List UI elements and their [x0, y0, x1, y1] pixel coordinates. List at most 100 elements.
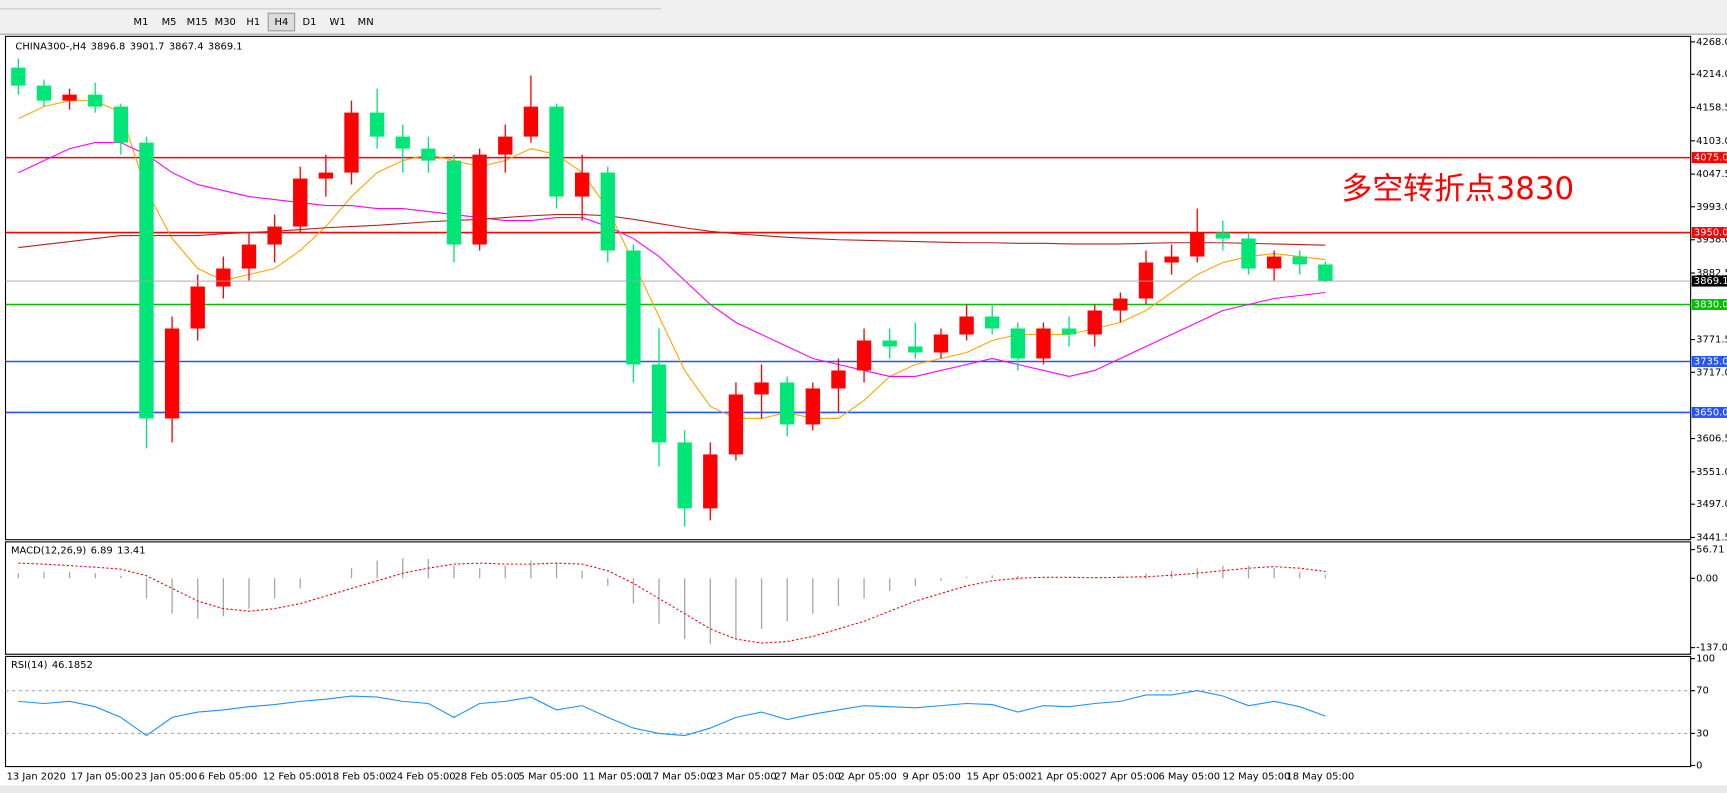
- macd-value: 6.89: [91, 546, 113, 557]
- candle-body: [1215, 232, 1231, 239]
- candle-body: [677, 442, 692, 509]
- symbol: CHINA300-,H4: [15, 41, 86, 52]
- close-value: 3869.1: [208, 41, 243, 52]
- rsi-value: 46.1852: [52, 660, 93, 671]
- level-label: 3650.0: [1694, 407, 1727, 418]
- timeframe-button[interactable]: M5: [162, 17, 177, 28]
- candle-body: [88, 94, 103, 107]
- rsi-label: RSI(14): [11, 660, 48, 671]
- candle-body: [1266, 256, 1282, 269]
- candle-body: [395, 136, 410, 149]
- x-tick-label: 23 Jan 05:00: [135, 771, 198, 782]
- x-tick-label: 24 Feb 05:00: [391, 771, 456, 782]
- candle-body: [856, 340, 872, 371]
- candle-body: [933, 334, 949, 353]
- x-tick-label: 23 Mar 05:00: [711, 771, 777, 782]
- candle-body: [549, 106, 564, 197]
- timeframe-button[interactable]: M1: [134, 17, 149, 28]
- candle-body: [318, 172, 334, 179]
- timeframe-button[interactable]: M15: [187, 17, 208, 28]
- timeframe-button[interactable]: W1: [330, 17, 346, 28]
- x-tick-label: 12 May 05:00: [1222, 771, 1290, 782]
- timeframe-button[interactable]: MN: [358, 17, 374, 28]
- level-label: 4075.0: [1694, 153, 1727, 164]
- candle-body: [62, 94, 77, 101]
- level-label-box: [1691, 152, 1727, 164]
- candle-body: [959, 316, 974, 335]
- candle-body: [36, 85, 52, 101]
- candle-body: [1190, 232, 1205, 257]
- indicator-line: [18, 142, 1326, 378]
- candle-body: [1113, 298, 1128, 311]
- y-tick-label: 3771.5: [1696, 335, 1727, 346]
- y-tick-label: 3882.5: [1696, 268, 1727, 279]
- candle-body: [498, 136, 513, 155]
- y-tick-label: 56.71: [1696, 545, 1724, 556]
- y-tick-label: 3551.0: [1696, 467, 1727, 478]
- x-tick-label: 27 Mar 05:00: [775, 771, 841, 782]
- timeframe-button[interactable]: M30: [215, 17, 236, 28]
- candle-body: [754, 382, 769, 395]
- candle-body: [190, 286, 205, 329]
- level-label-box: [1691, 355, 1727, 367]
- x-tick-label: 18 May 05:00: [1286, 771, 1354, 782]
- candle-body: [805, 388, 820, 425]
- y-tick-label: 0: [1696, 760, 1702, 771]
- candle-body: [446, 160, 462, 245]
- candle-body: [882, 340, 897, 347]
- rsi-panel: [4, 655, 1692, 768]
- candle-body: [703, 454, 718, 509]
- x-tick-label: 11 Mar 05:00: [583, 771, 649, 782]
- chart-header: CHINA300-,H4 3896.8 3901.7 3867.4 3869.1: [15, 41, 242, 52]
- candle-body: [267, 226, 282, 245]
- x-tick-label: 6 May 05:00: [1158, 771, 1220, 782]
- candle-body: [1164, 256, 1179, 263]
- candle-body: [728, 394, 744, 455]
- candle-body: [344, 112, 359, 173]
- x-tick-label: 5 Mar 05:00: [519, 771, 579, 782]
- candle-body: [421, 148, 436, 161]
- macd-header: MACD(12,26,9) 6.89 13.41: [11, 546, 145, 557]
- x-tick-label: 9 Apr 05:00: [902, 771, 960, 782]
- y-tick-label: 4214.0: [1696, 69, 1727, 80]
- candle-body: [908, 346, 923, 353]
- timeframe-button[interactable]: H1: [246, 17, 260, 28]
- x-tick-label: 12 Feb 05:00: [263, 771, 328, 782]
- candle-body: [1318, 264, 1333, 282]
- y-tick-label: 3606.5: [1696, 434, 1727, 445]
- timeframe-button[interactable]: D1: [303, 17, 317, 28]
- candle-body: [1036, 328, 1051, 359]
- level-label: 3735.0: [1694, 356, 1727, 367]
- y-tick-label: 30: [1696, 728, 1709, 739]
- low-value: 3867.4: [169, 41, 204, 52]
- candle-body: [523, 106, 539, 137]
- candle-body: [113, 106, 129, 143]
- indicator-line: [18, 214, 1326, 249]
- x-tick-label: 28 Feb 05:00: [455, 771, 520, 782]
- tab-bar: [0, 785, 1727, 793]
- y-tick-label: 100: [1696, 654, 1715, 665]
- x-tick-label: 18 Feb 05:00: [327, 771, 392, 782]
- candle-body: [1061, 328, 1077, 335]
- x-tick-label: 17 Jan 05:00: [71, 771, 134, 782]
- current-price-label: 3869.1: [1694, 276, 1727, 287]
- y-tick-label: 70: [1696, 686, 1709, 697]
- x-tick-label: 2 Apr 05:00: [838, 771, 896, 782]
- level-label-box: [1691, 406, 1727, 418]
- high-value: 3901.7: [130, 41, 165, 52]
- timeframe-button[interactable]: H4: [275, 17, 289, 28]
- y-tick-label: 4047.5: [1696, 169, 1727, 180]
- signal-value: 13.41: [117, 546, 145, 557]
- x-tick-label: 27 Apr 05:00: [1094, 771, 1159, 782]
- candle-body: [11, 67, 26, 86]
- candle-body: [293, 178, 308, 227]
- y-tick-label: 3993.0: [1696, 202, 1727, 213]
- y-tick-label: 4103.0: [1696, 136, 1727, 147]
- x-tick-label: 21 Apr 05:00: [1030, 771, 1095, 782]
- y-tick-label: 0.00: [1696, 573, 1718, 584]
- candle-body: [831, 370, 846, 389]
- rsi-header: RSI(14) 46.1852: [11, 660, 93, 671]
- active-timeframe: [267, 12, 296, 32]
- macd-label: MACD(12,26,9): [11, 546, 86, 557]
